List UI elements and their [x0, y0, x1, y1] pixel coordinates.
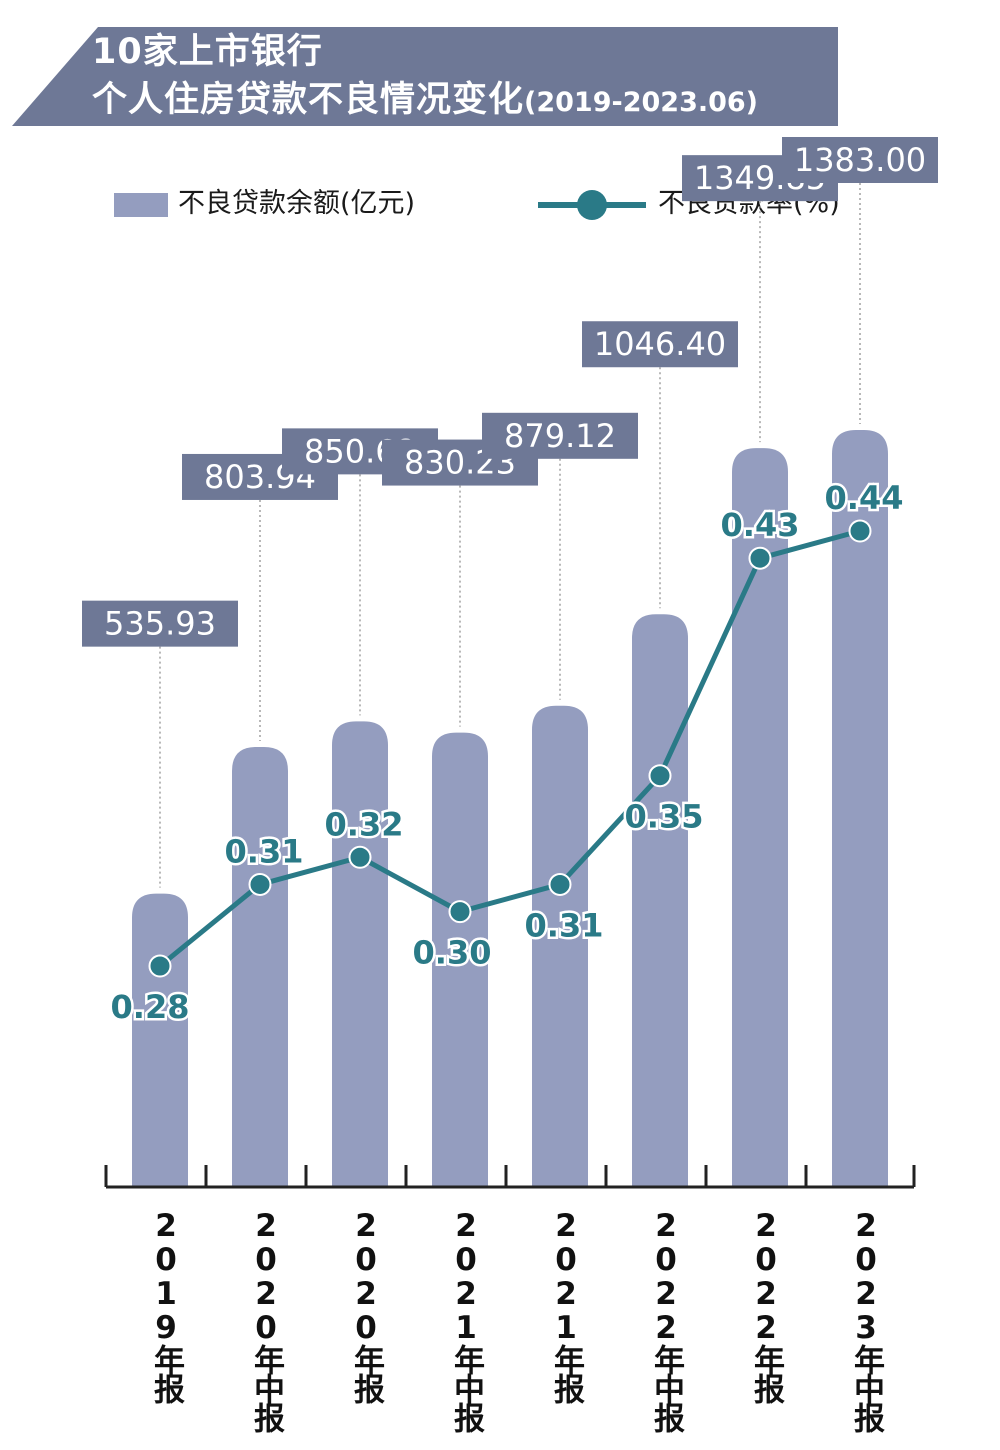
- bar-1: [232, 746, 288, 1187]
- x-tick-label-6: 2022年报: [748, 1208, 784, 1402]
- rate-value-label-5: 0.35: [625, 798, 704, 836]
- bar-2: [332, 721, 388, 1187]
- rate-point-4: [548, 872, 572, 896]
- rate-point-3: [448, 900, 472, 924]
- chart-title-period: (2019-2023.06): [524, 87, 759, 118]
- bar-6: [732, 448, 788, 1187]
- value-box-5: [582, 321, 738, 368]
- x-tick-label-5: 2022年中报: [648, 1208, 684, 1431]
- bar-value-label-7: 1383.00: [794, 141, 926, 179]
- x-tick-label-3: 2021年中报: [448, 1208, 484, 1431]
- x-tick-label-4: 2021年报: [548, 1208, 584, 1402]
- rate-line: [158, 528, 861, 968]
- rate-value-label-0: 0.28: [111, 988, 190, 1026]
- rate-value-label-3: 0.30: [413, 934, 492, 972]
- bar-4: [532, 705, 588, 1187]
- bar-7: [832, 430, 888, 1187]
- bar-value-label-5: 1046.40: [594, 325, 726, 363]
- bar-5: [632, 614, 688, 1187]
- title-banner: [12, 27, 838, 126]
- rate-point-2: [348, 845, 372, 869]
- value-box-4: [482, 412, 638, 459]
- rate-value-label-7: 0.44: [825, 479, 904, 517]
- legend-bar-swatch: [114, 193, 168, 217]
- x-tick-label-2: 2020年报: [348, 1208, 384, 1402]
- rate-point-5: [648, 764, 672, 788]
- bar-value-label-0: 535.93: [104, 605, 216, 643]
- rate-value-label-1: 0.31: [225, 832, 304, 870]
- rate-value-label-2: 0.32: [325, 805, 404, 843]
- rate-value-label-6: 0.43: [721, 506, 800, 544]
- x-tick-label-7: 2023年中报: [848, 1208, 884, 1431]
- bar-3: [432, 732, 488, 1187]
- value-box-7: [782, 137, 938, 183]
- rate-value-label-4: 0.31: [525, 906, 604, 944]
- rate-point-6: [748, 546, 772, 570]
- x-tick-label-0: 2019年报: [148, 1208, 184, 1402]
- chart-title-line1: 10家上市银行: [92, 32, 323, 72]
- rate-point-0: [148, 954, 172, 978]
- chart-title-main: 个人住房贷款不良情况变化: [92, 80, 525, 120]
- legend-line-swatch: [538, 190, 646, 220]
- bar-value-label-4: 879.12: [504, 417, 616, 455]
- bar-0: [132, 893, 188, 1187]
- x-tick-label-1: 2020年中报: [248, 1208, 284, 1431]
- value-box-0: [82, 600, 238, 647]
- rate-point-1: [248, 872, 272, 896]
- rate-point-7: [848, 519, 872, 543]
- chart-title-line2: 个人住房贷款不良情况变化(2019-2023.06): [92, 80, 758, 123]
- legend-bar-label: 不良贷款余额(亿元): [178, 188, 416, 219]
